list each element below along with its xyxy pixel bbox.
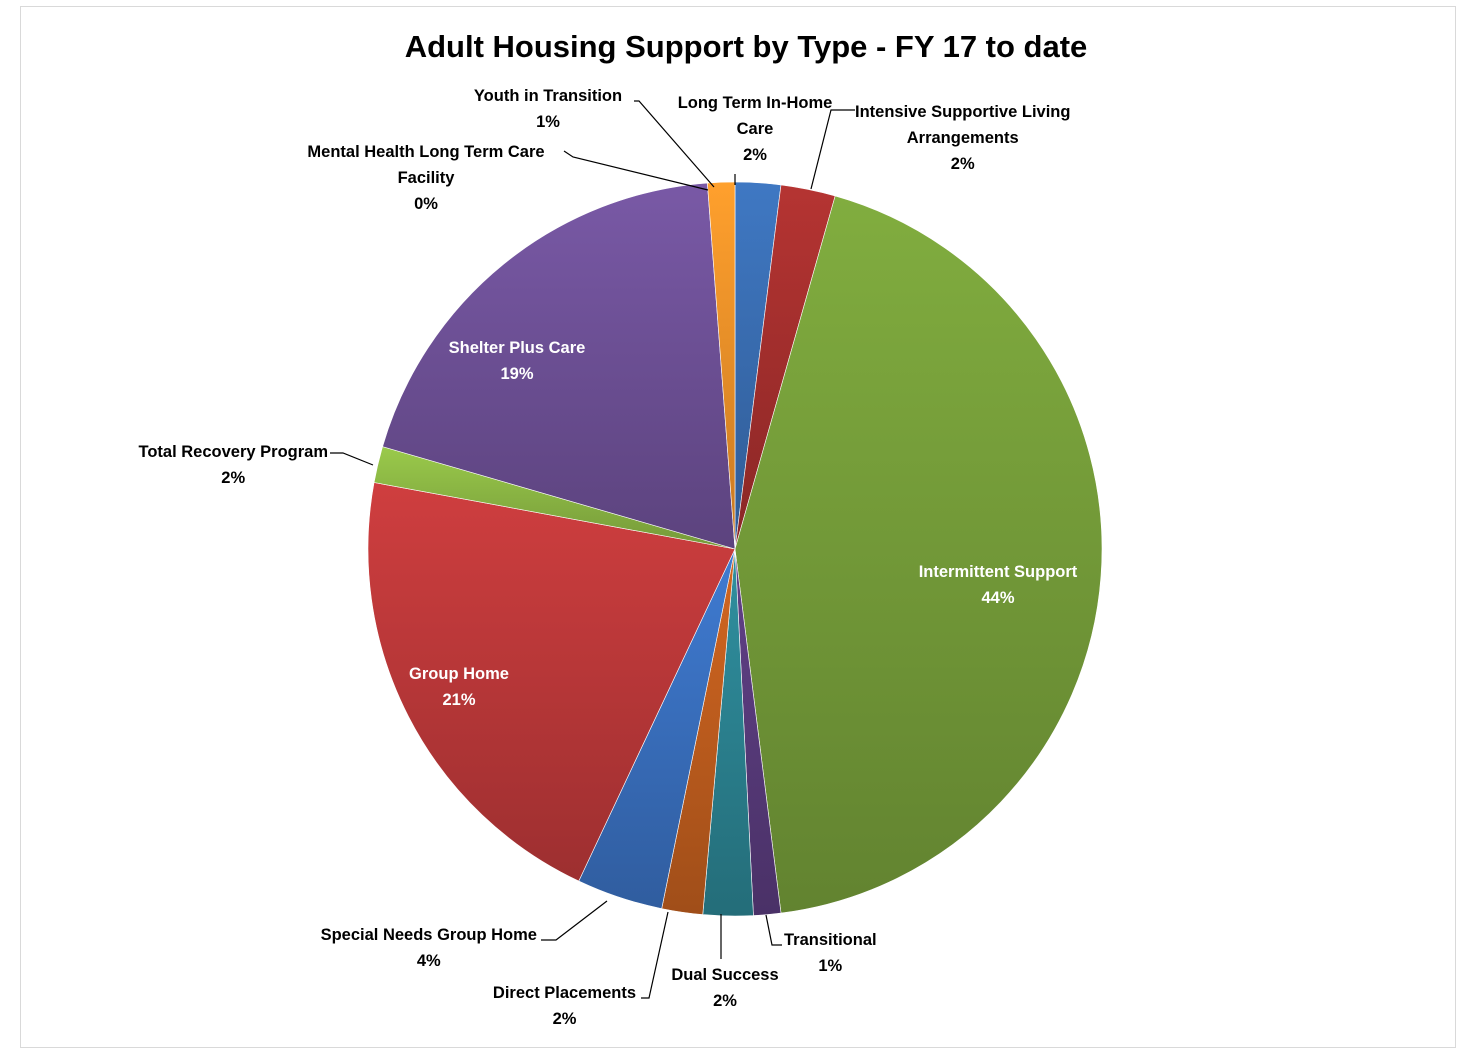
data-label-name: Group Home <box>409 665 509 683</box>
chart-area: Adult Housing Support by Type - FY 17 to… <box>20 6 1456 1048</box>
data-label-percent: 1% <box>818 957 842 975</box>
data-label-name: Facility <box>398 169 456 187</box>
data-label: Total Recovery Program 2% <box>138 443 328 487</box>
pie-slice-intermittent-support <box>734 195 1103 914</box>
data-label: Youth in Transition 1% <box>474 87 622 131</box>
pie-slice-group-home <box>367 482 736 882</box>
data-labels: Long Term In-Home Care 2%Intensive Support… <box>138 87 1077 1028</box>
data-label: Mental Health Long Term Care Facility 0% <box>307 143 544 213</box>
data-label-percent: 4% <box>417 952 441 970</box>
pie-slice-shelter-plus-care <box>382 182 736 550</box>
leader-line <box>541 900 608 941</box>
data-label: Special Needs Group Home 4% <box>321 926 537 970</box>
data-label: Direct Placements 2% <box>493 984 636 1028</box>
data-label-percent: 2% <box>743 146 767 164</box>
data-label-name: Youth in Transition <box>474 87 622 105</box>
leader-line <box>810 109 855 190</box>
data-label-name: Direct Placements <box>493 984 636 1002</box>
data-label-percent: 2% <box>951 155 975 173</box>
data-label-name: Care <box>737 120 774 138</box>
data-label: Intermittent Support 44% <box>919 563 1078 607</box>
data-label: Transitional 1% <box>784 931 877 975</box>
data-label-name: Shelter Plus Care <box>449 339 586 357</box>
data-label-percent: 2% <box>713 992 737 1010</box>
data-label-percent: 44% <box>981 589 1014 607</box>
data-label-name: Intermittent Support <box>919 563 1078 581</box>
data-label-percent: 1% <box>536 113 560 131</box>
data-label: Shelter Plus Care 19% <box>449 339 586 383</box>
leader-line <box>330 452 374 466</box>
data-label-name: Arrangements <box>907 129 1019 147</box>
data-label: Long Term In-Home Care 2% <box>678 94 833 164</box>
data-label-name: Intensive Supportive Living <box>855 103 1070 121</box>
leader-line <box>641 911 669 999</box>
pie-chart: Adult Housing Support by Type - FY 17 to… <box>138 29 1103 1028</box>
data-label: Group Home 21% <box>409 665 509 709</box>
data-label: Dual Success 2% <box>671 966 778 1010</box>
data-label-percent: 2% <box>221 469 245 487</box>
data-label-percent: 21% <box>442 691 475 709</box>
data-label-name: Transitional <box>784 931 877 949</box>
chart-title: Adult Housing Support by Type - FY 17 to… <box>405 29 1088 64</box>
leader-line <box>563 150 709 191</box>
leader-line <box>634 100 715 188</box>
leader-line <box>765 914 782 946</box>
data-label-name: Long Term In-Home <box>678 94 833 112</box>
data-label-percent: 0% <box>414 195 438 213</box>
data-label-name: Mental Health Long Term Care <box>307 143 544 161</box>
data-label-name: Dual Success <box>671 966 778 984</box>
data-label-percent: 19% <box>500 365 533 383</box>
data-label-name: Special Needs Group Home <box>321 926 537 944</box>
data-label: Intensive Supportive Living Arrangements 2… <box>855 103 1070 173</box>
data-label-percent: 2% <box>553 1010 577 1028</box>
data-label-name: Total Recovery Program <box>138 443 328 461</box>
leader-lines <box>330 100 855 999</box>
pie-slices <box>367 181 1103 917</box>
